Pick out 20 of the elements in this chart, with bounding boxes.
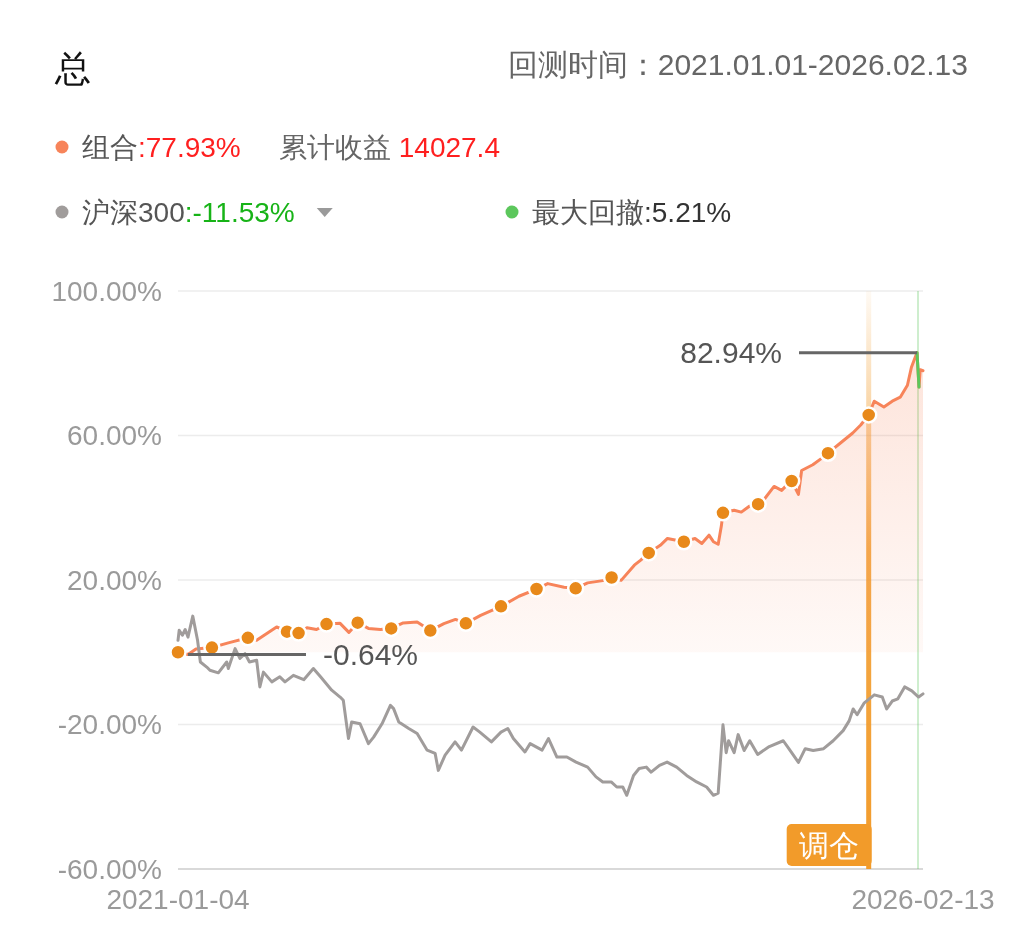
chart-subtitle: 回测时间：2021.01.01-2026.02.13 [507,47,968,81]
y-tick-label: -20.00% [57,709,162,740]
y-tick-label: 100.00% [51,275,162,307]
text: :77.93% [138,131,241,163]
annotation: -0.64% [322,638,419,672]
text: 累计收益 [278,131,391,163]
y-tick-label: 20.00% [67,564,162,596]
legend-label: 最大回撤 [532,196,644,228]
y-tick-label: 60.00% [67,420,162,451]
legend-label: 沪深300 [82,196,185,228]
text: :-11.53% [184,196,295,228]
text: :5.21% [644,196,732,228]
y-tick-label: -60.00% [57,853,162,885]
chart-title: 总 [54,47,91,89]
text: 14027.4 [398,131,500,163]
x-tick-label: 2026-02-13 [851,883,995,915]
x-tick-label: 2021-01-04 [106,883,250,915]
legend-label: 组合 [82,131,138,163]
ref-line-label: 调仓 [798,828,859,862]
annotation: 82.94% [680,336,783,370]
